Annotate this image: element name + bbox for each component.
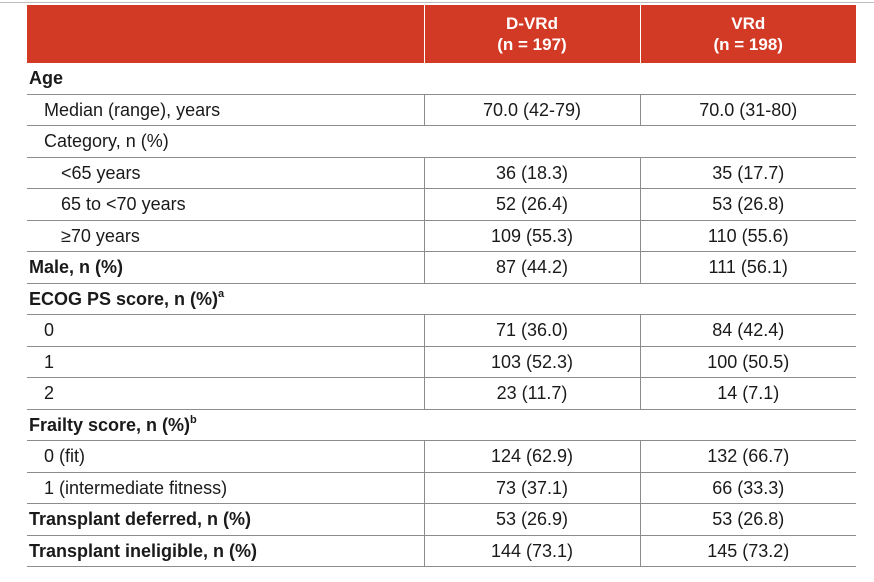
d-vrd-value-cell: 71 (36.0) [423, 314, 640, 347]
d-vrd-value-cell: 87 (44.2) [423, 251, 640, 284]
baseline-characteristics-table: D-VRd (n = 197) VRd (n = 198) Age Median … [27, 5, 856, 567]
row-label-cell: Male, n (%) [27, 251, 424, 284]
d-vrd-value-cell: 36 (18.3) [423, 157, 640, 189]
vrd-value-cell [640, 409, 856, 441]
row-label: 2 [44, 383, 55, 404]
d-vrd-value-cell: 109 (55.3) [423, 220, 640, 252]
row-label-cell: 0 [27, 314, 424, 347]
table-row: 1 103 (52.3) 100 (50.5) [27, 346, 856, 378]
row-label: 0 [44, 320, 55, 341]
row-label-cell: Frailty score, n (%)b [27, 409, 424, 441]
footnote-marker: a [218, 287, 225, 300]
table-row: 0 71 (36.0) 84 (42.4) [27, 314, 856, 347]
vrd-value-cell: 110 (55.6) [639, 220, 856, 252]
table-header: D-VRd (n = 197) VRd (n = 198) [27, 5, 856, 63]
vrd-value-cell: 132 (66.7) [639, 440, 856, 473]
table-row: Transplant ineligible, n (%) 144 (73.1) 14… [27, 535, 856, 567]
row-label: Transplant deferred, n (%) [29, 509, 252, 530]
row-label: Transplant ineligible, n (%) [29, 540, 258, 561]
d-vrd-value-cell: 73 (37.1) [423, 472, 640, 504]
row-label-cell: 0 (fit) [27, 440, 424, 473]
d-vrd-value-cell: 53 (26.9) [423, 503, 640, 536]
vrd-value-cell: 84 (42.4) [639, 314, 856, 347]
row-label-cell: ≥70 years [27, 220, 424, 252]
row-label-cell: <65 years [27, 157, 424, 189]
table-row: Category, n (%) [27, 125, 856, 158]
row-label-cell: ECOG PS score, n (%)a [27, 283, 424, 315]
vrd-value-cell [640, 283, 856, 315]
vrd-value-cell: 53 (26.8) [639, 188, 856, 221]
row-label: Frailty score, n (%) [29, 414, 191, 435]
table-row: Median (range), years 70.0 (42-79) 70.0 (3… [27, 94, 856, 126]
header-row: D-VRd (n = 197) VRd (n = 198) [27, 5, 856, 63]
header-vrd-n: (n = 198) [713, 35, 783, 54]
d-vrd-value-cell: 23 (11.7) [423, 377, 640, 410]
row-label: ECOG PS score, n (%) [29, 288, 219, 309]
d-vrd-value-cell: 124 (62.9) [423, 440, 640, 473]
table-row: Transplant deferred, n (%) 53 (26.9) 53 (2… [27, 503, 856, 536]
row-label-cell: Category, n (%) [27, 125, 424, 158]
d-vrd-value-cell: 144 (73.1) [423, 535, 640, 567]
header-vrd-name: VRd [731, 14, 766, 33]
row-label: Median (range), years [44, 99, 221, 120]
vrd-value-cell: 14 (7.1) [639, 377, 856, 410]
row-label-cell: 1 [27, 346, 424, 378]
vrd-value-cell [640, 63, 856, 95]
table-row: 1 (intermediate fitness) 73 (37.1) 66 (33.… [27, 472, 856, 504]
table-row: Age [27, 63, 856, 95]
table-body: Age Median (range), years 70.0 (42-79) 70.0… [27, 63, 856, 567]
vrd-value-cell: 70.0 (31-80) [639, 94, 856, 126]
row-label: Category, n (%) [44, 131, 169, 152]
row-label: <65 years [61, 162, 141, 183]
d-vrd-value-cell: 103 (52.3) [423, 346, 640, 378]
row-label: ≥70 years [61, 225, 140, 246]
table-row: 0 (fit) 124 (62.9) 132 (66.7) [27, 440, 856, 473]
vrd-value-cell: 35 (17.7) [639, 157, 856, 189]
table-row: <65 years 36 (18.3) 35 (17.7) [27, 157, 856, 189]
vrd-value-cell: 66 (33.3) [639, 472, 856, 504]
d-vrd-value-cell: 52 (26.4) [423, 188, 640, 221]
d-vrd-value-cell [424, 283, 640, 315]
top-frame-line [0, 2, 874, 3]
table-row: Male, n (%) 87 (44.2) 111 (56.1) [27, 251, 856, 284]
vrd-value-cell: 111 (56.1) [639, 251, 856, 284]
header-d-vrd-name: D-VRd [506, 14, 558, 33]
vrd-value-cell: 145 (73.2) [639, 535, 856, 567]
d-vrd-value-cell [424, 63, 640, 95]
table-row: 2 23 (11.7) 14 (7.1) [27, 377, 856, 410]
row-label: Age [29, 68, 64, 89]
header-blank-cell [27, 5, 424, 63]
table-row: Frailty score, n (%)b [27, 409, 856, 441]
row-label-cell: Age [27, 63, 424, 95]
d-vrd-value-cell [424, 409, 640, 441]
row-label-cell: 2 [27, 377, 424, 410]
table-row: ECOG PS score, n (%)a [27, 283, 856, 315]
table-row: ≥70 years 109 (55.3) 110 (55.6) [27, 220, 856, 252]
d-vrd-value-cell [424, 125, 640, 158]
row-label: 65 to <70 years [61, 194, 186, 215]
row-label-cell: Transplant ineligible, n (%) [27, 535, 424, 567]
row-label-cell: Transplant deferred, n (%) [27, 503, 424, 536]
header-d-vrd: D-VRd (n = 197) [423, 5, 640, 63]
vrd-value-cell: 100 (50.5) [639, 346, 856, 378]
header-d-vrd-n: (n = 197) [497, 35, 567, 54]
row-label: 1 (intermediate fitness) [44, 477, 228, 498]
row-label-cell: 1 (intermediate fitness) [27, 472, 424, 504]
header-vrd: VRd (n = 198) [639, 5, 856, 63]
row-label: 0 (fit) [44, 446, 86, 467]
d-vrd-value-cell: 70.0 (42-79) [423, 94, 640, 126]
vrd-value-cell [640, 125, 856, 158]
footnote-marker: b [190, 413, 197, 426]
row-label-cell: Median (range), years [27, 94, 424, 126]
row-label-cell: 65 to <70 years [27, 188, 424, 221]
row-label: Male, n (%) [29, 257, 124, 278]
table-row: 65 to <70 years 52 (26.4) 53 (26.8) [27, 188, 856, 221]
row-label: 1 [44, 351, 55, 372]
vrd-value-cell: 53 (26.8) [639, 503, 856, 536]
